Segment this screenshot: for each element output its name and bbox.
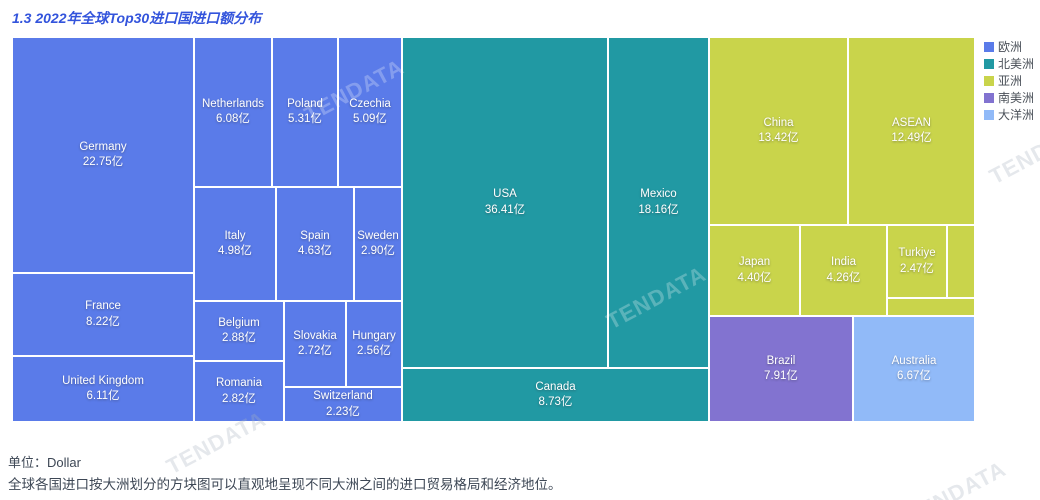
- treemap-node-unlabeled[interactable]: [948, 226, 974, 297]
- unit-label: 单位：Dollar: [8, 455, 81, 470]
- treemap-node-asean[interactable]: ASEAN 12.49亿: [849, 38, 974, 224]
- treemap-node-france[interactable]: France 8.22亿: [13, 274, 193, 355]
- node-country-name: Slovakia: [293, 329, 337, 342]
- treemap-node-netherlands[interactable]: Netherlands 6.08亿: [195, 38, 271, 186]
- node-value: 18.16亿: [638, 203, 679, 216]
- treemap-node-united-kingdom[interactable]: United Kingdom 6.11亿: [13, 357, 193, 421]
- treemap-node-belgium[interactable]: Belgium 2.88亿: [195, 302, 283, 360]
- node-value: 13.42亿: [758, 132, 799, 144]
- node-country-name: Switzerland: [313, 390, 373, 403]
- treemap-node-usa[interactable]: USA 36.41亿: [403, 38, 607, 367]
- legend-label: 亚洲: [998, 74, 1023, 88]
- node-value: 6.67亿: [897, 370, 931, 382]
- node-value: 4.63亿: [298, 245, 332, 257]
- legend-item[interactable]: 欧洲: [984, 40, 1034, 54]
- node-value: 2.72亿: [298, 345, 332, 357]
- treemap-node-india[interactable]: India 4.26亿: [801, 226, 886, 315]
- treemap-node-china[interactable]: China 13.42亿: [710, 38, 847, 224]
- node-country-name: Japan: [738, 256, 771, 269]
- legend-label: 欧洲: [998, 40, 1023, 54]
- node-value: 4.26亿: [826, 271, 861, 284]
- node-value: 2.47亿: [900, 262, 934, 275]
- legend-swatch-icon: [984, 92, 994, 103]
- treemap-node-romania[interactable]: Romania 2.82亿: [195, 362, 283, 421]
- node-value: 2.56亿: [357, 345, 391, 357]
- chart-title: 1.3 2022年全球Top30进口国进口额分布: [12, 10, 262, 26]
- node-value: 4.98亿: [218, 245, 252, 257]
- legend-label: 北美洲: [998, 57, 1035, 71]
- treemap-node-turkiye[interactable]: Turkiye 2.47亿: [888, 226, 946, 297]
- node-country-name: Turkiye: [898, 247, 936, 260]
- node-country-name: Italy: [224, 229, 246, 242]
- node-country-name: Brazil: [766, 354, 796, 367]
- legend-label: 南美洲: [998, 91, 1035, 105]
- node-value: 2.90亿: [361, 245, 395, 257]
- treemap-node-czechia[interactable]: Czechia 5.09亿: [339, 38, 401, 186]
- node-value: 12.49亿: [891, 132, 932, 144]
- treemap-node-spain[interactable]: Spain 4.63亿: [277, 188, 353, 300]
- node-value: 4.40亿: [737, 271, 772, 284]
- node-country-name: Netherlands: [201, 97, 264, 110]
- node-country-name: Czechia: [349, 97, 391, 110]
- node-country-name: Hungary: [352, 329, 396, 342]
- treemap-node-mexico[interactable]: Mexico 18.16亿: [609, 38, 708, 367]
- node-country-name: Romania: [215, 377, 263, 390]
- node-country-name: France: [85, 300, 121, 313]
- node-value: 6.11亿: [86, 390, 120, 402]
- treemap-node-germany[interactable]: Germany 22.75亿: [13, 38, 193, 272]
- treemap-node-sweden[interactable]: Sweden 2.90亿: [355, 188, 401, 300]
- node-country-name: Australia: [891, 354, 937, 367]
- node-country-name: India: [831, 256, 856, 269]
- node-country-name: Belgium: [218, 316, 260, 329]
- node-country-name: Germany: [79, 140, 127, 153]
- treemap-node-switzerland[interactable]: Switzerland 2.23亿: [285, 388, 401, 421]
- node-value: 22.75亿: [82, 156, 124, 168]
- treemap-node-brazil[interactable]: Brazil 7.91亿: [710, 317, 852, 421]
- legend-swatch-icon: [984, 109, 994, 120]
- legend-item[interactable]: 南美洲: [984, 91, 1035, 105]
- legend-label: 大洋洲: [998, 108, 1035, 122]
- treemap-node-unlabeled[interactable]: [888, 299, 974, 315]
- node-country-name: USA: [493, 188, 517, 201]
- node-value: 5.09亿: [353, 113, 387, 125]
- treemap-node-australia[interactable]: Australia 6.67亿: [854, 317, 974, 421]
- legend: 欧洲北美洲亚洲南美洲大洋洲: [984, 40, 1035, 122]
- treemap-node-slovakia[interactable]: Slovakia 2.72亿: [285, 302, 345, 386]
- node-country-name: United Kingdom: [62, 374, 144, 387]
- treemap-node-japan[interactable]: Japan 4.40亿: [710, 226, 799, 315]
- treemap-node-hungary[interactable]: Hungary 2.56亿: [347, 302, 401, 386]
- treemap-node-italy[interactable]: Italy 4.98亿: [195, 188, 275, 300]
- node-value: 36.41亿: [484, 203, 526, 216]
- node-value: 6.08亿: [216, 113, 250, 125]
- node-country-name: ASEAN: [892, 116, 931, 129]
- node-value: 7.91亿: [764, 370, 798, 382]
- legend-item[interactable]: 北美洲: [984, 57, 1035, 71]
- node-value: 8.22亿: [86, 315, 120, 328]
- node-value: 2.82亿: [222, 392, 256, 405]
- node-country-name: Sweden: [357, 229, 399, 242]
- node-country-name: Poland: [287, 97, 323, 110]
- legend-swatch-icon: [984, 41, 994, 52]
- legend-swatch-icon: [984, 75, 994, 86]
- node-value: 8.73亿: [538, 396, 573, 408]
- treemap-node-poland[interactable]: Poland 5.31亿: [273, 38, 337, 186]
- node-country-name: Mexico: [640, 188, 677, 201]
- legend-item[interactable]: 亚洲: [984, 74, 1034, 88]
- node-value: 2.23亿: [326, 405, 360, 418]
- node-value: 5.31亿: [288, 113, 322, 125]
- node-country-name: Spain: [300, 229, 330, 242]
- node-value: 2.88亿: [222, 332, 256, 344]
- treemap-node-canada[interactable]: Canada 8.73亿: [403, 369, 708, 421]
- node-country-name: China: [763, 116, 794, 129]
- legend-item[interactable]: 大洋洲: [984, 108, 1035, 122]
- chart-description: 全球各国进口按大洲划分的方块图可以直观地呈现不同大洲之间的进口贸易格局和经济地位…: [8, 477, 562, 492]
- node-country-name: Canada: [535, 380, 576, 393]
- legend-swatch-icon: [984, 58, 994, 69]
